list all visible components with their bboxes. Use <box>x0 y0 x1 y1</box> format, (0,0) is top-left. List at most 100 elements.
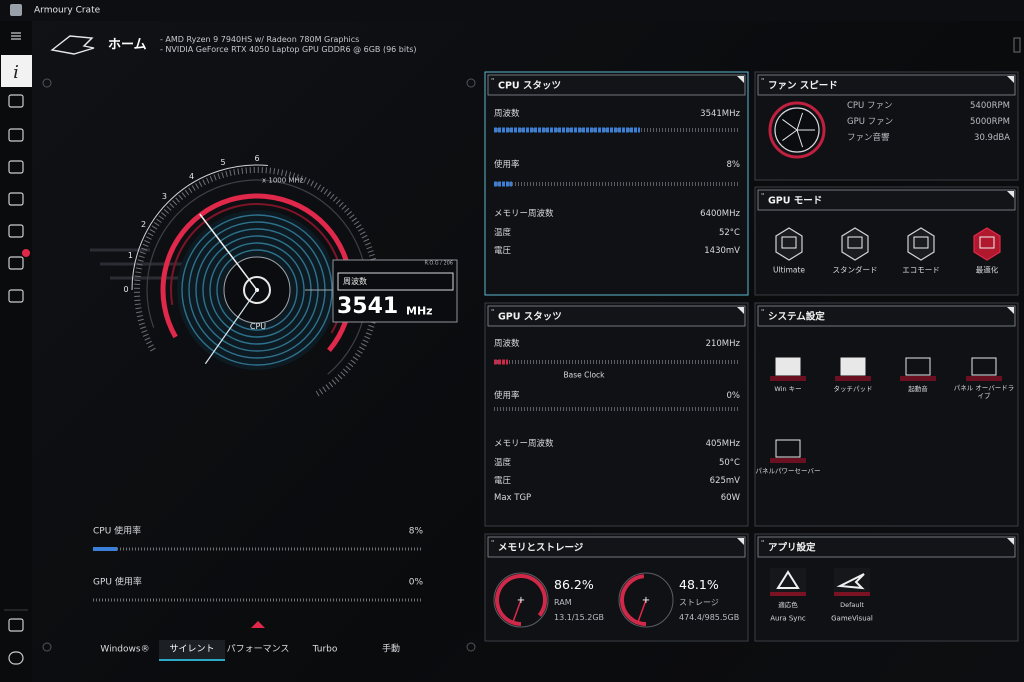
panel-title-bar <box>487 536 746 558</box>
gauge-scale-label: 6 <box>254 154 260 163</box>
panel-title: アプリ設定 <box>768 542 816 554</box>
gpu-mode-chip <box>979 236 995 249</box>
gpu-mode-label[interactable]: エコモード <box>902 265 940 275</box>
system-icon[interactable] <box>905 357 931 376</box>
gauge-scale-arc <box>131 164 268 291</box>
stat-value: 50°C <box>718 457 740 468</box>
panel-corner <box>737 76 744 83</box>
fan-blade <box>782 119 798 131</box>
system-item-label[interactable]: Win キー <box>774 384 802 393</box>
sidebar-active <box>1 55 32 87</box>
mode-tab[interactable]: 手動 <box>381 644 401 655</box>
mode-tab[interactable]: Windows® <box>100 644 150 655</box>
memory-percent: 86.2% <box>554 576 594 592</box>
panel-tick: " <box>761 77 764 85</box>
fan-value: 5400RPM <box>970 100 1010 111</box>
panel-title: ファン スピード <box>768 80 838 92</box>
gpu-info: - NVIDIA GeForce RTX 4050 Laptop GPU GDD… <box>160 45 417 54</box>
panel-title-bar <box>757 189 1016 211</box>
memory-detail: 13.1/15.2GB <box>554 613 605 622</box>
system-item-label[interactable]: パネル オーバードライブ <box>953 384 1015 400</box>
stat-value: 52°C <box>718 227 740 238</box>
usage-fill <box>93 547 117 551</box>
gpu-mode-label[interactable]: 最適化 <box>975 265 999 275</box>
app-icon-tile[interactable] <box>834 568 870 596</box>
stat-label: メモリー周波数 <box>494 208 554 219</box>
panel <box>484 302 749 527</box>
system-icon[interactable] <box>840 357 866 376</box>
memory-gauge-ring <box>618 572 674 628</box>
mode-tab[interactable]: サイレント <box>169 644 215 655</box>
mode-tab[interactable]: Turbo <box>312 644 338 655</box>
readout-value: 3541 <box>337 294 399 319</box>
gpu-mode-label[interactable]: スタンダード <box>832 265 878 275</box>
readout-unit: MHz <box>406 304 433 318</box>
gauge-outer-ring <box>134 167 380 397</box>
fan-icon-ring <box>768 101 826 159</box>
stat-label: メモリー周波数 <box>494 438 554 449</box>
panel-tick: " <box>761 539 764 547</box>
readout-label-box <box>337 272 454 291</box>
system-icon[interactable] <box>775 439 801 458</box>
stat-label: 使用率 <box>494 390 520 401</box>
app-name[interactable]: GameVisual <box>831 614 873 623</box>
fan-value: 30.9dBA <box>974 132 1010 143</box>
sidebar-icon <box>8 289 24 303</box>
app-setting-label[interactable]: Default <box>840 600 864 609</box>
mode-tab[interactable]: パフォーマンス <box>226 644 290 655</box>
system-icon[interactable] <box>971 357 997 376</box>
gpu-mode-icon[interactable] <box>907 227 935 261</box>
app-icon-base <box>770 592 806 596</box>
panel-title: システム設定 <box>768 311 825 323</box>
gpu-mode-icon[interactable] <box>973 227 1001 261</box>
panel-tick: " <box>491 539 494 547</box>
system-item-label[interactable]: 起動音 <box>908 384 928 393</box>
app-title: Armoury Crate <box>34 5 101 16</box>
cpu-info: - AMD Ryzen 9 7940HS w/ Radeon 780M Grap… <box>160 35 360 44</box>
gauge-scale-label: 4 <box>188 171 195 181</box>
gpu-mode-icon[interactable] <box>841 227 869 261</box>
sidebar-icon <box>8 128 24 142</box>
app-name[interactable]: Aura Sync <box>770 614 806 623</box>
gauge-blue-ring <box>209 242 305 338</box>
memory-label: RAM <box>554 598 572 607</box>
panel-title-bar <box>757 74 1016 96</box>
corner-mark <box>466 78 476 88</box>
stat-label: 周波数 <box>494 338 520 349</box>
gpu-mode-icon[interactable] <box>775 227 803 261</box>
memory-detail: 474.4/985.5GB <box>679 613 740 622</box>
app-icon-glyph <box>836 573 865 590</box>
gpu-mode-label[interactable]: Ultimate <box>772 265 806 275</box>
gauge-scale-label: 5 <box>220 158 226 168</box>
system-icon-base <box>966 376 1002 381</box>
panel-title-bar <box>487 74 746 96</box>
memory-gauge-arc <box>495 574 547 626</box>
mode-indicator <box>251 621 265 628</box>
stat-label: 電圧 <box>494 475 512 486</box>
system-item-label[interactable]: パネルパワーセーバー <box>755 466 821 475</box>
sidebar-icon <box>8 160 24 174</box>
sidebar-icon <box>8 192 24 206</box>
system-item-label[interactable]: タッチパッド <box>833 384 873 393</box>
base-clock-label: Base Clock <box>563 370 605 380</box>
system-icon-base <box>835 376 871 381</box>
gauge-unit: x 1000 MHz <box>262 176 304 185</box>
stat-label: Max TGP <box>494 492 532 503</box>
title-bar <box>0 0 1024 21</box>
memory-gauge-needle <box>512 599 522 623</box>
notification-dot <box>22 249 30 257</box>
fan-value: 5000RPM <box>970 116 1010 127</box>
panel-title-bar <box>757 536 1016 558</box>
panel-corner <box>1007 76 1014 83</box>
usage-value: 0% <box>408 577 423 588</box>
panel-corner <box>1007 307 1014 314</box>
memory-gauge-arc <box>620 574 647 626</box>
readout-badge: R.O.G / 206 <box>424 260 454 267</box>
app-setting-label[interactable]: 適応色 <box>778 600 798 609</box>
stat-value: 210MHz <box>705 338 740 349</box>
panel-title: CPU スタッツ <box>498 80 561 92</box>
system-icon[interactable] <box>775 357 801 376</box>
fan-blade <box>782 129 798 141</box>
